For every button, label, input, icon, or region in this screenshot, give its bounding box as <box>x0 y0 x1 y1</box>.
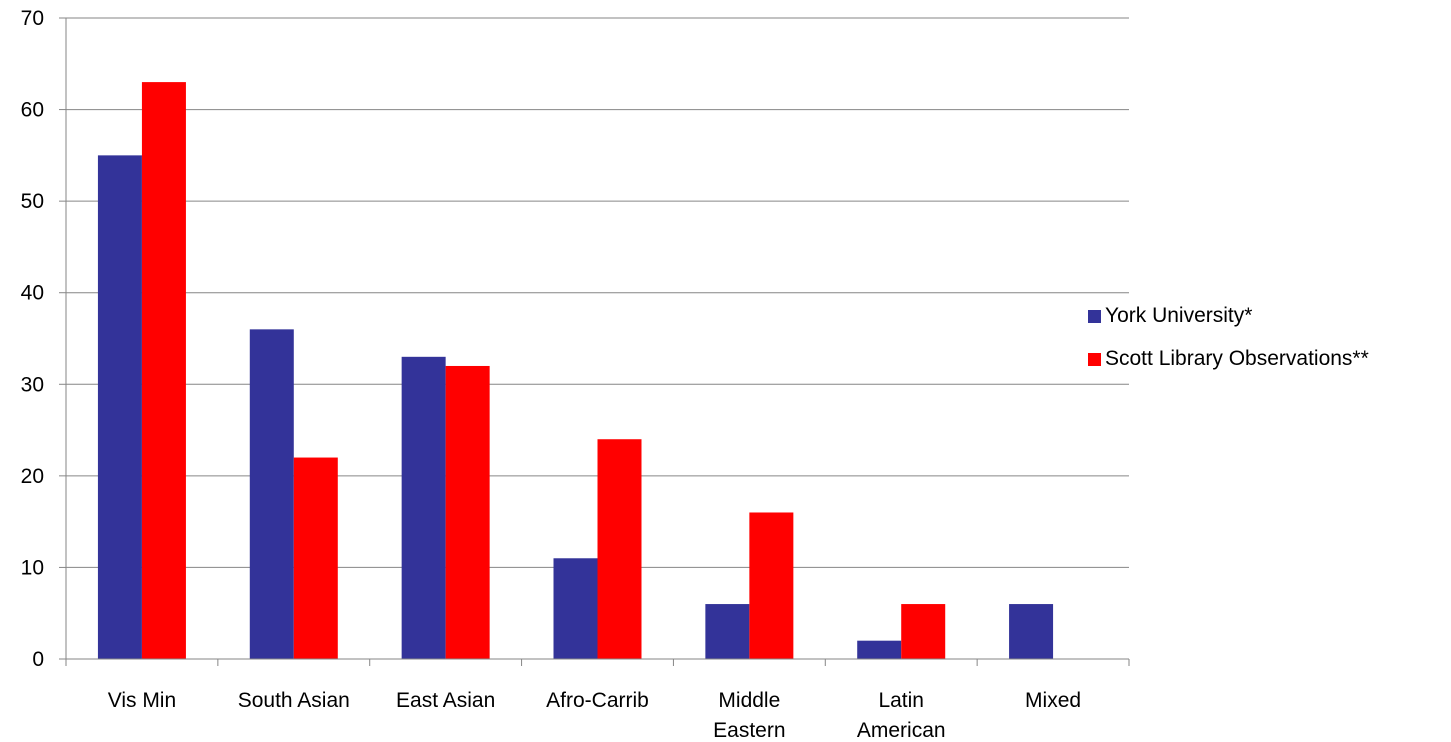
x-tick-label-line: Latin <box>878 689 924 712</box>
bar-1-3 <box>597 439 642 659</box>
legend: York University* Scott Library Observati… <box>1088 302 1369 388</box>
legend-swatch-york-university <box>1088 309 1101 323</box>
y-tick-label: 60 <box>21 99 44 122</box>
x-tick-label-line: Mixed <box>1025 689 1081 712</box>
y-tick-label: 50 <box>21 190 44 213</box>
y-tick-label: 40 <box>21 282 44 305</box>
tick-labels: 0 10 20 30 40 50 60 70 Vis Min South Asian East As… <box>21 7 1081 742</box>
x-tick-label: Vis Min <box>108 689 176 712</box>
y-tick-label: 20 <box>21 465 44 488</box>
x-tick-label: Mixed <box>1025 689 1081 712</box>
bar-1-1 <box>293 457 338 659</box>
y-tick-label: 10 <box>21 556 44 579</box>
x-tick-label-line: South Asian <box>238 689 350 712</box>
bar-1-5 <box>901 604 946 659</box>
bars <box>97 82 1054 660</box>
x-tick-label-line: Vis Min <box>108 689 176 712</box>
bar-0-6 <box>1009 604 1054 659</box>
bar-0-0 <box>97 155 142 659</box>
legend-label-scott-library-observations: Scott Library Observations** <box>1105 347 1369 370</box>
x-tick-label: Latin American <box>857 689 946 742</box>
y-tick-label: 0 <box>32 648 44 671</box>
bar-1-0 <box>141 82 186 660</box>
legend-item-scott-library-observations: Scott Library Observations** <box>1088 345 1369 373</box>
x-tick-label-line: Eastern <box>713 719 785 742</box>
x-tick-label: Afro-Carrib <box>546 689 649 712</box>
x-tick-label-line: Middle <box>718 689 780 712</box>
bar-0-3 <box>553 558 598 659</box>
bar-0-1 <box>249 329 294 659</box>
legend-item-york-university: York University* <box>1088 302 1369 330</box>
y-tick-label: 30 <box>21 373 44 396</box>
bar-1-2 <box>445 365 490 659</box>
legend-swatch-scott-library-observations <box>1088 352 1101 366</box>
bar-1-4 <box>749 512 794 659</box>
x-tick-label-line: East Asian <box>396 689 495 712</box>
x-tick-label-line: American <box>857 719 946 742</box>
axes <box>59 17 1130 666</box>
bar-0-4 <box>705 604 750 659</box>
x-tick-label-line: Afro-Carrib <box>546 689 649 712</box>
x-tick-label: Middle Eastern <box>713 689 785 742</box>
bar-0-2 <box>401 356 446 659</box>
bar-0-5 <box>857 640 902 659</box>
x-tick-label: East Asian <box>396 689 495 712</box>
y-tick-label: 70 <box>21 7 44 30</box>
x-tick-label: South Asian <box>238 689 350 712</box>
gridlines <box>66 17 1129 568</box>
legend-label-york-university: York University* <box>1105 304 1253 327</box>
